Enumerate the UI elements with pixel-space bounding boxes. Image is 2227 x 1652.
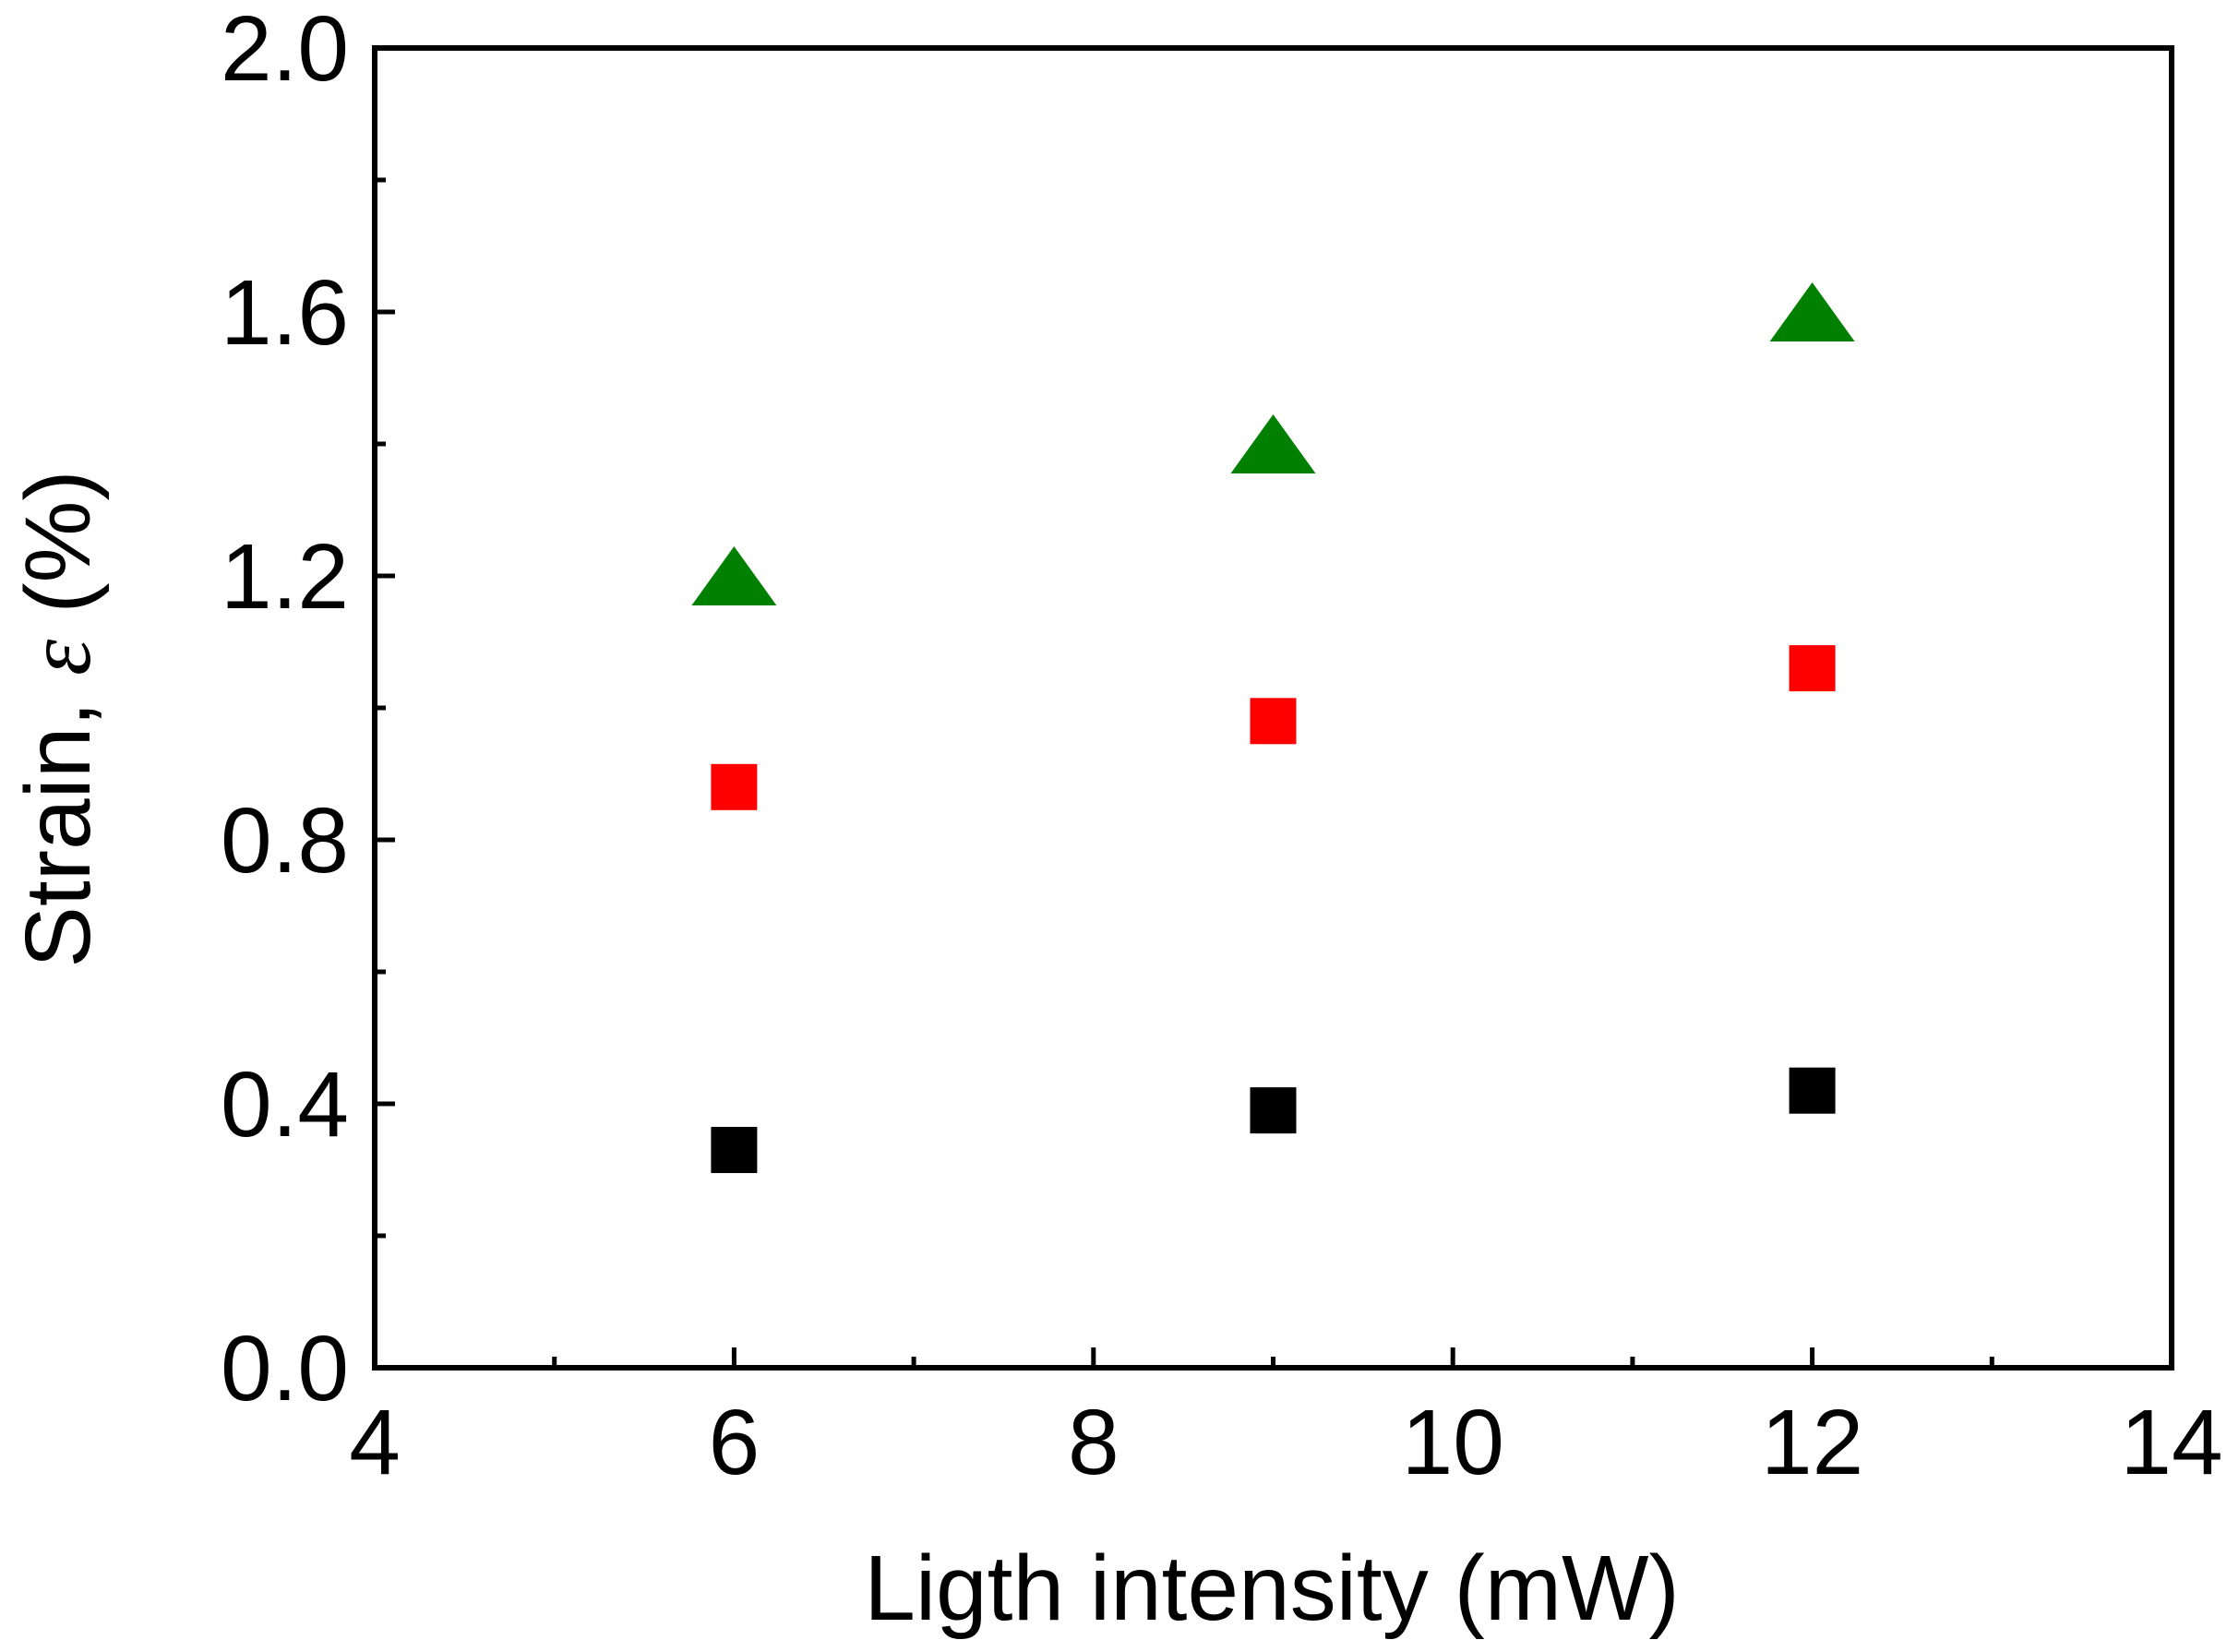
x-tick-label: 6 [709,1391,760,1494]
series-green-triangles [691,282,1855,605]
epsilon-symbol: ε [7,639,110,676]
data-point-square [1789,1067,1836,1114]
data-point-square [1789,645,1836,692]
x-tick-label: 14 [2120,1391,2222,1494]
y-tick-label: 0.8 [221,789,349,892]
data-point-square [711,763,758,810]
x-tick-label: 4 [349,1391,401,1494]
y-axis-title: Strain, ε (%) [6,470,110,968]
series-black-squares [711,1067,1836,1174]
data-point-triangle [1769,282,1855,341]
data-point-square [1250,698,1297,745]
x-tick-label: 8 [1068,1391,1119,1494]
data-point-triangle [691,546,777,605]
y-tick-label: 1.2 [221,525,349,628]
y-tick-label: 0.0 [221,1317,349,1420]
data-point-square [1250,1087,1297,1134]
y-tick-label: 0.4 [221,1053,349,1156]
x-tick-label: 10 [1402,1391,1504,1494]
series-red-squares [711,645,1836,810]
y-tick-label: 2.0 [221,0,349,101]
data-point-triangle [1230,414,1316,473]
data-point-square [711,1127,758,1174]
y-tick-label: 1.6 [221,261,349,365]
x-tick-label: 12 [1761,1391,1863,1494]
x-axis-title: Ligth intensity (mW) [864,1537,1680,1640]
